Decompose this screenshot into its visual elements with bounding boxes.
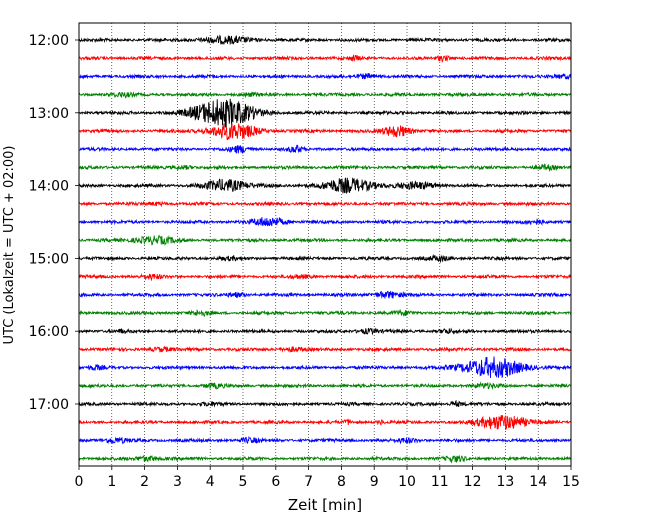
x-tick-label: 4 [206, 474, 215, 490]
y-axis-label: UTC (Lokalzeit = UTC + 02:00) [2, 146, 17, 345]
x-tick-label: 11 [431, 474, 449, 490]
trace-1345 [78, 163, 572, 172]
x-axis-label: Zeit [min] [288, 496, 362, 514]
x-tick-label: 14 [529, 474, 547, 490]
y-tick-label: 15:00 [29, 251, 69, 267]
trace-1615 [78, 345, 572, 353]
x-tick-label: 12 [464, 474, 482, 490]
trace-1430 [78, 216, 572, 227]
trace-1315 [78, 123, 572, 141]
y-tick-label: 12:00 [29, 33, 69, 49]
trace-1715 [78, 414, 572, 431]
trace-1445 [78, 234, 572, 246]
x-tick-label: 5 [239, 474, 248, 490]
y-tick-label: 17:00 [29, 397, 69, 413]
trace-1700 [78, 399, 572, 408]
x-tick-label: 0 [75, 474, 84, 490]
trace-1500 [78, 253, 572, 264]
x-tick-label: 2 [140, 474, 149, 490]
trace-1630 [78, 356, 572, 379]
trace-1300 [78, 98, 572, 128]
x-tick-label: 7 [304, 474, 313, 490]
trace-1400 [78, 177, 572, 194]
x-axis: 0 1 2 3 4 5 6 7 8 9 10 11 12 13 14 15 [75, 466, 580, 490]
trace-1330 [78, 144, 572, 154]
trace-1230 [78, 73, 572, 81]
x-tick-label: 13 [496, 474, 514, 490]
plot-frame [78, 22, 572, 467]
trace-1730 [78, 435, 572, 445]
trace-1545 [78, 308, 572, 318]
trace-1245 [78, 91, 572, 99]
y-axis: 12:00 13:00 14:00 15:00 16:00 17:00 [29, 33, 79, 413]
trace-1215 [78, 54, 572, 64]
trace-1530 [78, 290, 572, 299]
x-tick-label: 6 [271, 474, 280, 490]
x-tick-label: 1 [107, 474, 116, 490]
x-tick-label: 15 [562, 474, 580, 490]
x-tick-label: 8 [337, 474, 346, 490]
x-tick-label: 10 [398, 474, 416, 490]
y-tick-label: 13:00 [29, 106, 69, 122]
trace-1600 [78, 327, 572, 336]
vertical-grid [111, 23, 539, 466]
x-tick-label: 3 [173, 474, 182, 490]
trace-1645 [78, 381, 572, 391]
x-tick-label: 9 [370, 474, 379, 490]
trace-1200 [78, 34, 572, 45]
trace-1415 [78, 200, 572, 208]
y-tick-label: 16:00 [29, 324, 69, 340]
seismogram-traces [78, 34, 572, 464]
trace-1745 [78, 454, 572, 464]
trace-1515 [78, 272, 572, 282]
y-tick-label: 14:00 [29, 179, 69, 195]
